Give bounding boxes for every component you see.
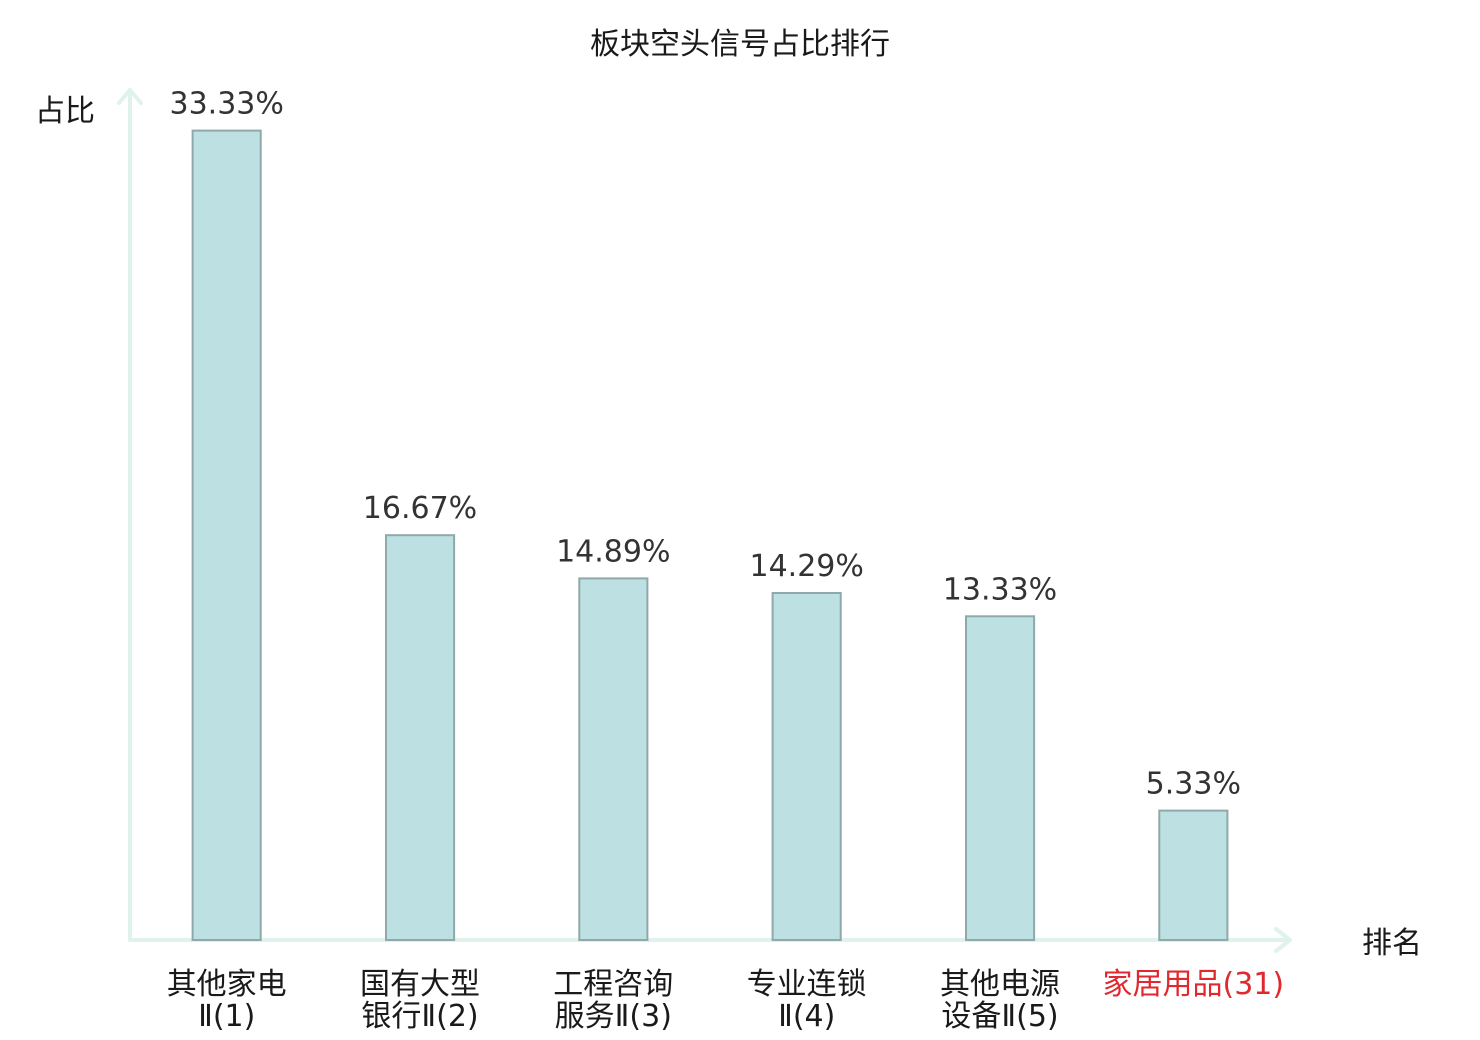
axes	[117, 88, 1292, 953]
category-label-line: 工程咨询	[553, 967, 673, 1002]
category-label-line: 银行Ⅱ(2)	[361, 999, 478, 1034]
chart-title: 板块空头信号占比排行	[590, 27, 890, 62]
x-axis-label: 排名	[1362, 926, 1422, 961]
data-label-1: 33.33%	[170, 87, 284, 122]
category-labels: 其他家电 Ⅱ(1) 国有大型银行Ⅱ(2) 工程咨询服务Ⅱ(3) 专业连锁 Ⅱ(4) 其他电源…	[167, 967, 1284, 1034]
category-label-line: 国有大型	[360, 967, 480, 1002]
category-label-line: 专业连锁	[747, 967, 867, 1002]
data-label-5: 13.33%	[943, 572, 1057, 607]
bars	[191, 129, 1229, 942]
data-labels: 33.33% 16.67% 14.89% 14.29% 13.33% 5.33%	[170, 87, 1241, 802]
y-axis-label: 占比	[35, 94, 95, 129]
category-label-1: 其他家电 Ⅱ(1)	[167, 967, 287, 1034]
data-label-4: 14.29%	[750, 549, 864, 584]
data-label-6: 5.33%	[1146, 767, 1241, 802]
category-label-line: 家居用品(31)	[1103, 967, 1285, 1002]
category-label-line: 其他电源	[940, 967, 1060, 1002]
category-label-6: 家居用品(31)	[1103, 967, 1285, 1002]
bar-5	[965, 615, 1036, 941]
category-label-line: 其他家电	[167, 967, 287, 1002]
category-label-2: 国有大型银行Ⅱ(2)	[360, 967, 480, 1034]
x-axis-arrow	[1274, 927, 1292, 953]
y-axis-arrow	[117, 88, 143, 105]
category-label-3: 工程咨询服务Ⅱ(3)	[553, 967, 673, 1034]
bar-6	[1158, 809, 1229, 941]
data-label-3: 14.89%	[556, 534, 670, 569]
bar-1	[191, 129, 262, 942]
category-label-line: Ⅱ(4)	[778, 999, 835, 1034]
category-label-line: 服务Ⅱ(3)	[555, 999, 672, 1034]
category-label-line: Ⅱ(1)	[198, 999, 255, 1034]
bar-3	[578, 577, 649, 942]
bar-2	[385, 534, 456, 941]
category-label-line: 设备Ⅱ(5)	[941, 999, 1058, 1034]
bar-4	[771, 592, 842, 941]
category-label-4: 专业连锁 Ⅱ(4)	[747, 967, 867, 1034]
category-label-5: 其他电源设备Ⅱ(5)	[940, 967, 1060, 1034]
data-label-2: 16.67%	[363, 491, 477, 526]
